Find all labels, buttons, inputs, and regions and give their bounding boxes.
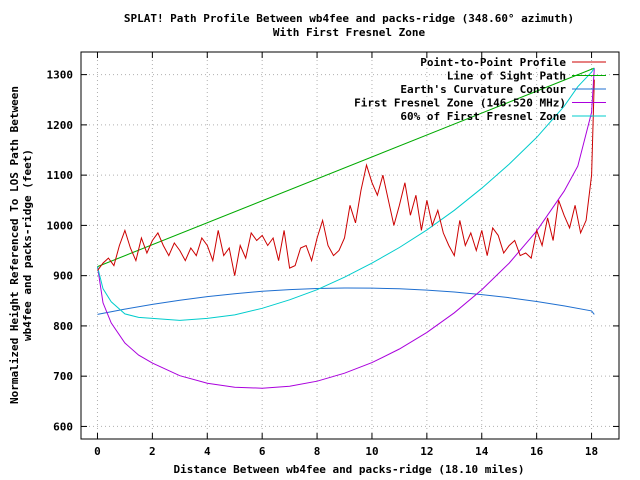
y-axis-label: Normalized Height Referenced To LOS Path… — [8, 86, 34, 404]
y-tick-label: 1200 — [47, 119, 74, 132]
y-tick-label: 600 — [53, 420, 73, 433]
y-tick-label: 1000 — [47, 219, 74, 232]
x-tick-label: 2 — [149, 445, 156, 458]
x-tick-label: 8 — [314, 445, 321, 458]
y-tick-label: 900 — [53, 270, 73, 283]
y-tick-label: 1300 — [47, 69, 74, 82]
x-tick-label: 14 — [475, 445, 489, 458]
legend-label-3: First Fresnel Zone (146.520 MHz) — [354, 97, 566, 110]
legend-label-4: 60% of First Fresnel Zone — [400, 110, 566, 123]
axis-ticks: 0 2 4 6 8 10 12 14 16 18 600 700 800 900 1000 1100 1200 1… — [47, 52, 619, 458]
x-tick-label: 10 — [365, 445, 378, 458]
legend-label-2: Earth's Curvature Contour — [400, 83, 566, 96]
y-axis-label-line1: Normalized Height Referenced To LOS Path… — [8, 86, 21, 404]
legend-label-0: Point-to-Point Profile — [420, 56, 566, 69]
series-line-2 — [97, 287, 595, 315]
legend-label-1: Line of Sight Path — [447, 70, 566, 83]
x-tick-label: 18 — [585, 445, 598, 458]
x-tick-label: 0 — [94, 445, 101, 458]
y-tick-label: 800 — [53, 320, 73, 333]
y-tick-label: 700 — [53, 370, 73, 383]
chart-subtitle: With First Fresnel Zone — [273, 26, 426, 39]
x-tick-label: 12 — [420, 445, 433, 458]
series-line-0 — [97, 79, 595, 276]
data-series — [97, 67, 595, 389]
x-tick-label: 4 — [204, 445, 211, 458]
y-axis-label-line2: wb4fee and packs-ridge (feet) — [21, 149, 34, 341]
x-axis-label: Distance Between wb4fee and packs-ridge … — [174, 463, 525, 476]
chart-title: SPLAT! Path Profile Between wb4fee and p… — [124, 12, 574, 25]
y-tick-label: 1100 — [47, 169, 74, 182]
plot-frame — [80, 51, 620, 440]
x-tick-label: 6 — [259, 445, 266, 458]
x-tick-label: 16 — [530, 445, 544, 458]
series-line-3 — [97, 68, 595, 389]
series-line-4 — [97, 67, 595, 321]
series-line-1 — [97, 67, 595, 268]
